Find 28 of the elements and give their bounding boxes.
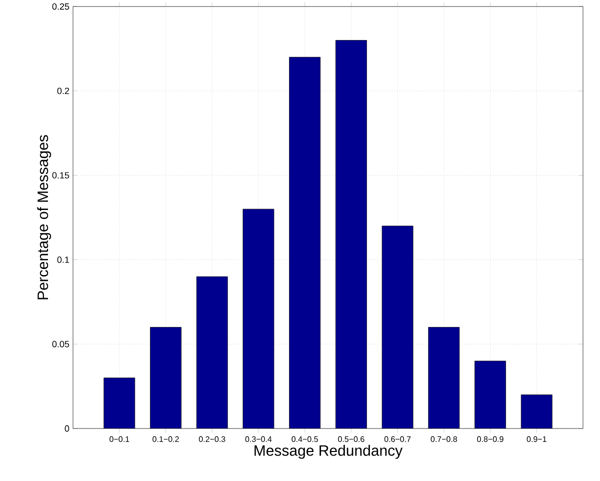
- x-tick-label: 0.3−0.4: [245, 436, 272, 442]
- x-tick-label: 0.8−0.9: [477, 436, 504, 442]
- y-tick-label: 0: [64, 426, 70, 432]
- bar: [520, 394, 552, 429]
- y-tick-label: 0.05: [52, 341, 70, 348]
- x-tick-label: 0.9−1: [526, 436, 546, 442]
- x-axis-title: Message Redundancy: [254, 445, 403, 460]
- bar: [382, 226, 414, 429]
- bar: [474, 361, 506, 429]
- bar: [150, 327, 182, 429]
- x-tick-label: 0−0.1: [110, 436, 130, 442]
- y-tick-label: 0.1: [57, 256, 70, 264]
- bar: [336, 40, 367, 429]
- y-tick-label: 0.2: [57, 88, 70, 94]
- y-tick-label: 0.15: [52, 172, 70, 179]
- bar: [104, 378, 135, 429]
- y-axis-title: Percentage of Messages: [37, 135, 52, 300]
- x-tick-label: 0.4−0.5: [292, 436, 318, 442]
- x-tick-label: 0.5−0.6: [338, 436, 364, 442]
- x-tick-label: 0.2−0.3: [198, 436, 226, 442]
- x-tick-label: 0.6−0.7: [384, 436, 411, 442]
- bar: [196, 276, 228, 429]
- y-tick-label: 0.25: [52, 4, 70, 10]
- x-tick-label: 0.1−0.2: [152, 436, 179, 442]
- bar: [428, 327, 460, 429]
- bar: [289, 57, 320, 429]
- bar: [242, 209, 274, 429]
- x-tick-label: 0.7−0.8: [430, 436, 458, 442]
